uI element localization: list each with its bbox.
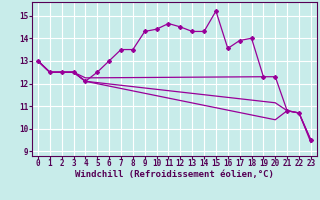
X-axis label: Windchill (Refroidissement éolien,°C): Windchill (Refroidissement éolien,°C) bbox=[75, 170, 274, 179]
